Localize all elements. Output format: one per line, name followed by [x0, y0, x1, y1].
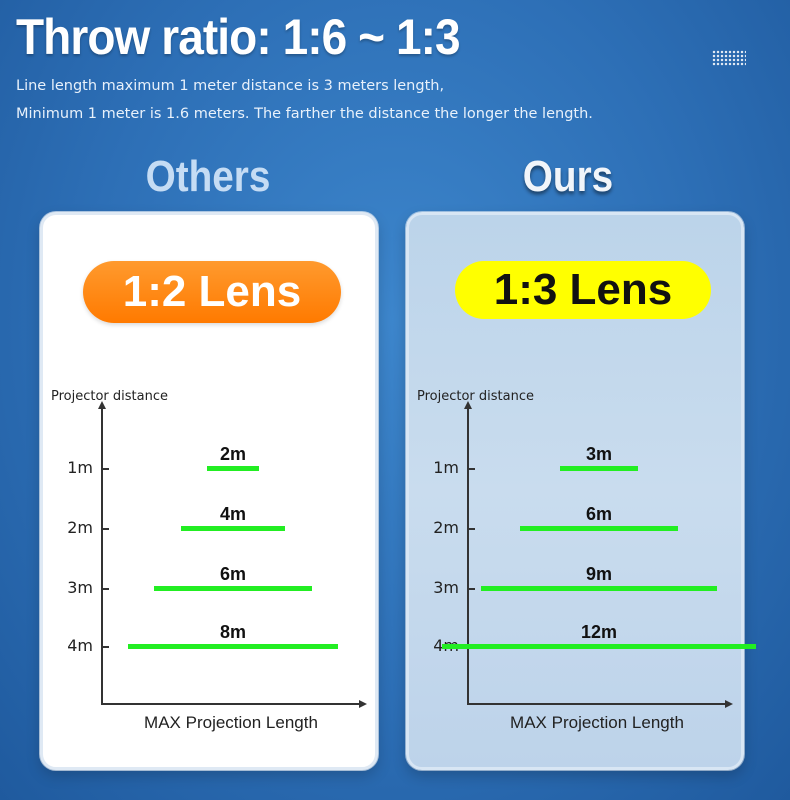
bar-value-label: 6m — [585, 504, 612, 524]
ours-card: 1:3 Lens Projector distance MAX Projecti… — [406, 212, 757, 770]
others-card: 1:2 Lens Projector distance MAX Projecti… — [40, 212, 378, 770]
x-axis-arrow — [725, 700, 733, 708]
y-axis — [467, 407, 469, 705]
x-axis-title: MAX Projection Length — [510, 713, 684, 732]
x-axis — [467, 703, 727, 705]
y-tick-label: 2m — [67, 518, 93, 537]
y-tick-label: 3m — [67, 578, 93, 597]
projection-bar — [154, 586, 312, 591]
y-tick — [101, 646, 109, 648]
y-axis-title: Projector distance — [51, 389, 168, 404]
y-tick — [101, 468, 109, 470]
subtitle-line-1: Line length maximum 1 meter distance is … — [16, 78, 445, 94]
y-tick — [467, 468, 475, 470]
x-axis — [101, 703, 361, 705]
y-tick-label: 1m — [67, 458, 93, 477]
ours-heading: Ours — [522, 152, 614, 201]
y-tick-label: 3m — [433, 578, 459, 597]
projection-bar — [128, 644, 338, 649]
y-axis — [101, 407, 103, 705]
bar-value-label: 8m — [219, 622, 246, 642]
bar-value-label: 9m — [585, 564, 612, 584]
others-heading: Others — [145, 152, 271, 201]
y-tick — [101, 588, 109, 590]
y-tick-label: 2m — [433, 518, 459, 537]
dot-grid-decoration — [712, 50, 746, 66]
projection-bar — [520, 526, 678, 531]
projection-bar — [180, 526, 286, 531]
projection-bar — [481, 586, 717, 591]
y-tick-label: 4m — [67, 636, 93, 655]
y-axis-title: Projector distance — [417, 389, 534, 404]
y-axis-arrow — [464, 401, 472, 409]
bar-value-label: 2m — [219, 444, 246, 464]
projection-bar — [559, 466, 639, 471]
y-tick — [101, 528, 109, 530]
bar-value-label: 12m — [580, 622, 618, 642]
bar-value-label: 3m — [585, 444, 612, 464]
projection-bar — [441, 644, 757, 649]
x-axis-title: MAX Projection Length — [144, 713, 318, 732]
page-title: Throw ratio: 1:6 ~ 1:3 — [16, 9, 461, 65]
x-axis-arrow — [359, 700, 367, 708]
y-tick — [467, 588, 475, 590]
lens-badge-others: 1:2 Lens — [83, 261, 341, 323]
projection-bar — [206, 466, 260, 471]
y-tick-label: 1m — [433, 458, 459, 477]
bar-value-label: 6m — [219, 564, 246, 584]
subtitle-line-2: Minimum 1 meter is 1.6 meters. The farth… — [16, 106, 593, 122]
y-tick — [467, 528, 475, 530]
bar-value-label: 4m — [219, 504, 246, 524]
lens-badge-ours: 1:3 Lens — [455, 261, 711, 319]
y-axis-arrow — [98, 401, 106, 409]
